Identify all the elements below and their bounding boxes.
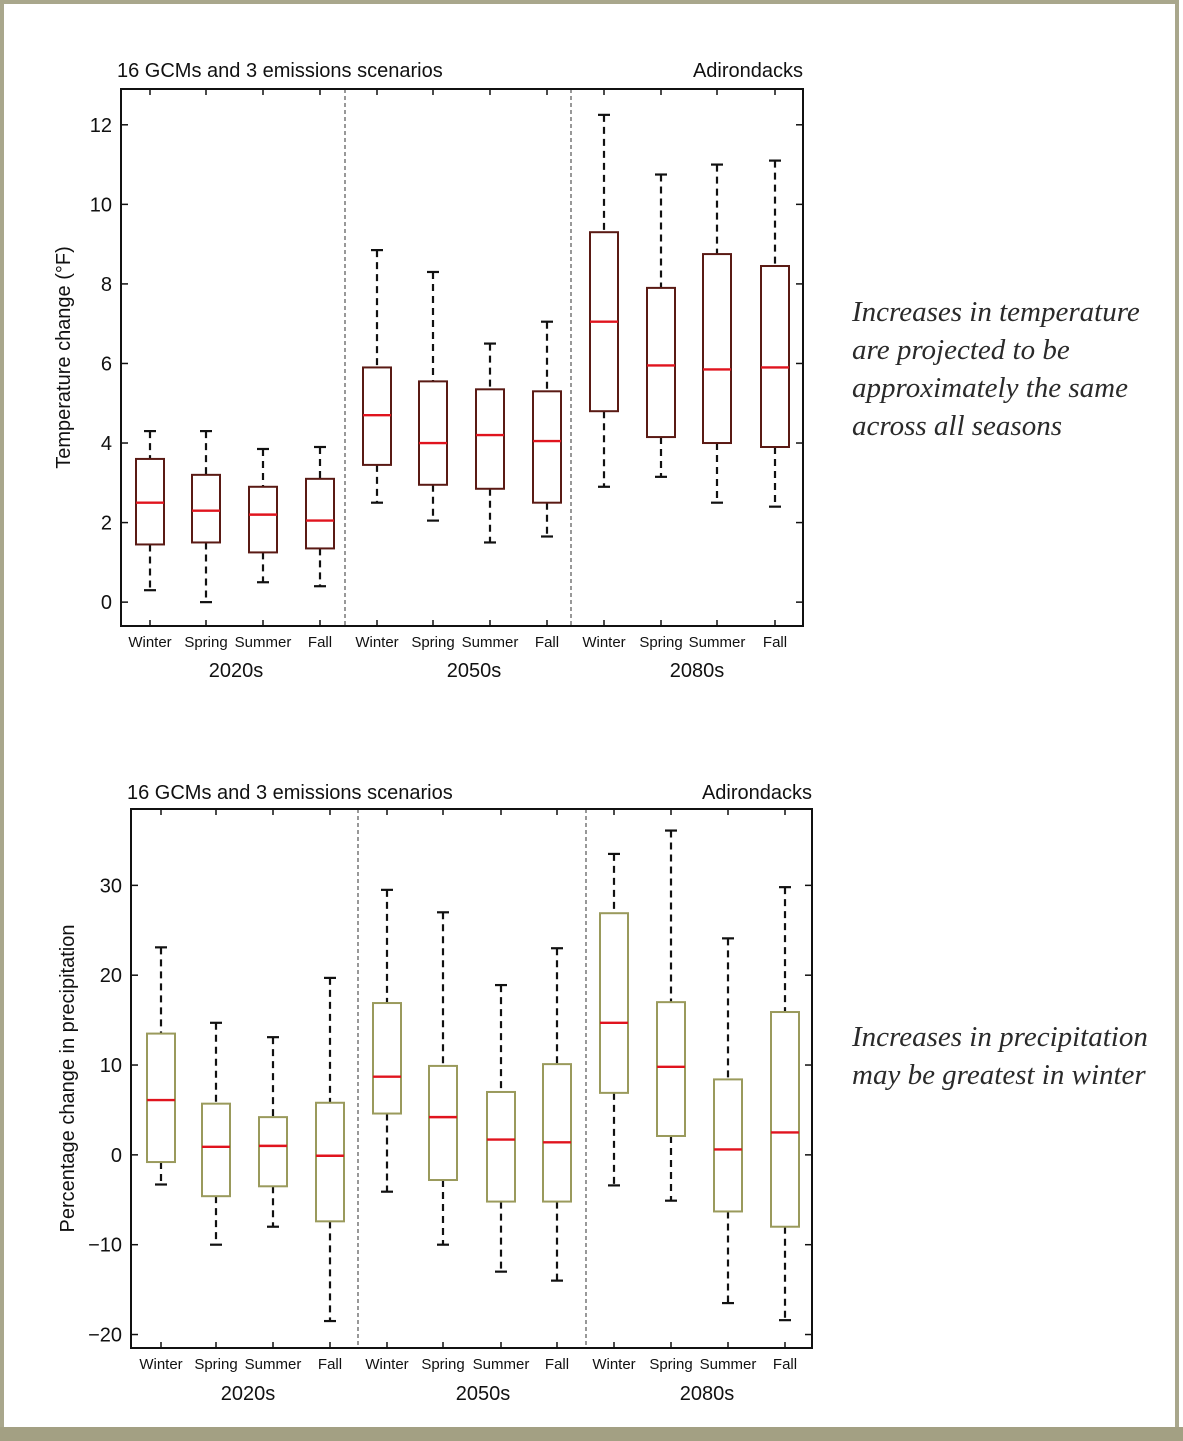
- plot-frame: [130, 808, 813, 1349]
- box-2050s-summer: [475, 388, 505, 490]
- period-label: 2020s: [209, 660, 264, 682]
- bottom-band: [0, 1427, 1183, 1441]
- season-label: Spring: [411, 634, 454, 651]
- box-2080s-summer: [713, 1078, 743, 1213]
- season-label: Fall: [773, 1356, 797, 1373]
- season-label: Summer: [700, 1356, 757, 1373]
- box-2050s-winter: [372, 1002, 402, 1115]
- y-tick-label: 10: [100, 1055, 122, 1077]
- y-tick-label: −20: [88, 1325, 122, 1347]
- y-tick-label: 2: [101, 513, 112, 535]
- season-label: Fall: [545, 1356, 569, 1373]
- box-2080s-fall: [770, 1011, 800, 1228]
- season-label: Fall: [763, 634, 787, 651]
- period-label: 2080s: [670, 660, 725, 682]
- season-label: Winter: [139, 1356, 182, 1373]
- precipitation-chart: −20 −10 0 10 20 30 Winter Spring Summer Fall Winte…: [57, 782, 813, 1405]
- box-2050s-fall: [532, 390, 562, 504]
- box-2020s-fall: [315, 1101, 345, 1223]
- box-2020s-summer: [258, 1116, 288, 1188]
- box-2020s-spring: [201, 1102, 231, 1198]
- period-label: 2080s: [680, 1383, 735, 1405]
- box-2080s-spring: [646, 286, 676, 439]
- period-label: 2050s: [456, 1383, 511, 1405]
- region-label: Adirondacks: [702, 782, 812, 804]
- y-tick-label: 20: [100, 965, 122, 987]
- season-label: Spring: [194, 1356, 237, 1373]
- plot-frame: [120, 88, 804, 627]
- box-2020s-spring: [191, 473, 221, 544]
- season-label: Summer: [473, 1356, 530, 1373]
- box-2050s-fall: [542, 1063, 572, 1203]
- season-label: Summer: [689, 634, 746, 651]
- y-tick-label: 8: [101, 274, 112, 296]
- box-2050s-spring: [428, 1064, 458, 1182]
- season-label: Winter: [365, 1356, 408, 1373]
- period-label: 2050s: [447, 660, 502, 682]
- season-label: Winter: [582, 634, 625, 651]
- season-label: Winter: [128, 634, 171, 651]
- temperature-chart: 0 2 4 6 8 10 12 Winter Spring Summer Fall Winter Spr…: [53, 60, 804, 682]
- box-2080s-spring: [656, 1001, 686, 1137]
- box-2020s-winter: [146, 1032, 176, 1164]
- season-label: Summer: [245, 1356, 302, 1373]
- period-label: 2020s: [221, 1383, 276, 1405]
- box-2080s-winter: [599, 912, 629, 1094]
- y-tick-label: 0: [101, 592, 112, 614]
- season-label: Spring: [649, 1356, 692, 1373]
- y-tick-label: 10: [90, 194, 112, 216]
- region-label: Adirondacks: [693, 60, 803, 82]
- y-axis-label: Temperature change (°F): [53, 246, 75, 469]
- season-label: Spring: [639, 634, 682, 651]
- box-2080s-summer: [702, 253, 732, 445]
- season-label: Fall: [318, 1356, 342, 1373]
- box-2020s-fall: [305, 477, 335, 550]
- y-tick-label: 6: [101, 353, 112, 375]
- box-2050s-summer: [486, 1090, 516, 1203]
- box-2020s-summer: [248, 485, 278, 554]
- season-label: Winter: [592, 1356, 635, 1373]
- season-label: Summer: [235, 634, 292, 651]
- season-label: Fall: [308, 634, 332, 651]
- y-tick-label: 0: [111, 1145, 122, 1167]
- chart-title: 16 GCMs and 3 emissions scenarios: [127, 782, 453, 804]
- temperature-caption: Increases in temperature are projected t…: [852, 296, 1140, 442]
- season-label: Spring: [421, 1356, 464, 1373]
- season-label: Summer: [462, 634, 519, 651]
- y-tick-label: 4: [101, 433, 112, 455]
- season-label: Winter: [355, 634, 398, 651]
- box-2080s-fall: [760, 265, 790, 448]
- box-2050s-spring: [418, 380, 448, 486]
- precipitation-caption: Increases in precipitation may be greate…: [852, 1021, 1148, 1091]
- season-label: Spring: [184, 634, 227, 651]
- y-tick-label: 12: [90, 115, 112, 137]
- season-label: Fall: [535, 634, 559, 651]
- chart-title: 16 GCMs and 3 emissions scenarios: [117, 60, 443, 82]
- y-axis-label: Percentage change in precipitation: [57, 925, 79, 1233]
- y-tick-label: −10: [88, 1235, 122, 1257]
- y-tick-label: 30: [100, 875, 122, 897]
